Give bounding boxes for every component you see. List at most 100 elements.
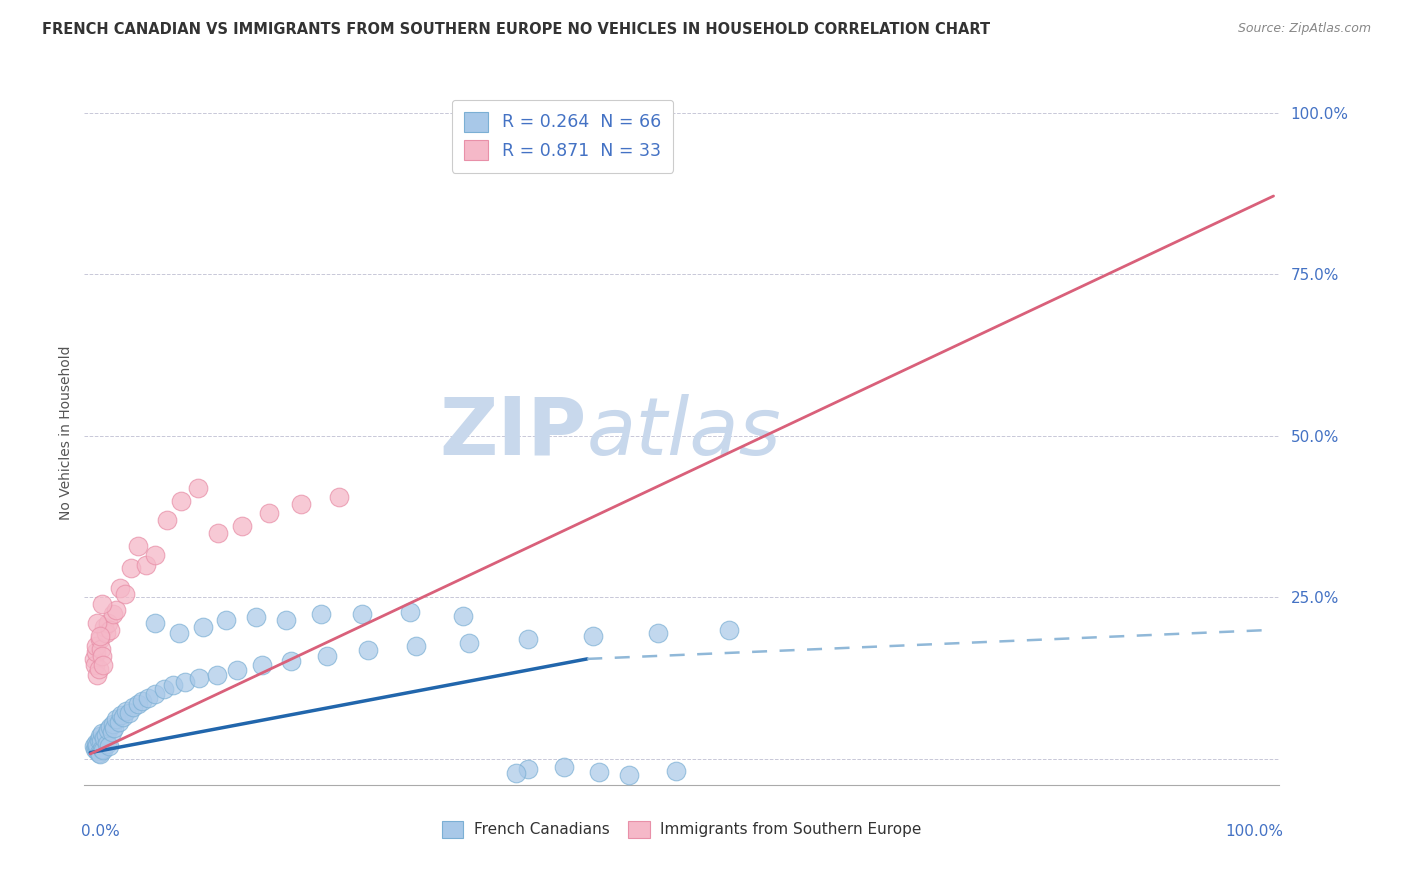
Point xyxy=(87,662,110,676)
Point xyxy=(91,597,114,611)
Point xyxy=(105,712,128,726)
Point xyxy=(107,714,129,729)
Point xyxy=(101,607,124,621)
Point xyxy=(250,658,273,673)
Point xyxy=(100,720,122,734)
Point xyxy=(617,768,640,782)
Point xyxy=(207,525,229,540)
Text: 100.0%: 100.0% xyxy=(1225,823,1284,838)
Point xyxy=(89,629,111,643)
Point xyxy=(118,706,141,720)
Point xyxy=(84,736,107,750)
Point xyxy=(89,632,111,647)
Point xyxy=(120,561,142,575)
Y-axis label: No Vehicles in Household: No Vehicles in Household xyxy=(59,345,73,520)
Point xyxy=(84,740,107,755)
Point xyxy=(647,626,669,640)
Point xyxy=(84,742,107,756)
Point xyxy=(86,668,108,682)
Point xyxy=(143,549,166,563)
Point xyxy=(187,481,209,495)
Point xyxy=(505,766,527,780)
Point xyxy=(114,704,136,718)
Text: atlas: atlas xyxy=(586,393,782,472)
Point xyxy=(91,658,114,673)
Point xyxy=(588,765,610,780)
Point xyxy=(405,639,427,653)
Point xyxy=(517,632,540,647)
Point xyxy=(718,623,741,637)
Point xyxy=(458,636,481,650)
Point xyxy=(91,726,114,740)
Point xyxy=(84,639,107,653)
Point xyxy=(226,663,249,677)
Text: 0.0%: 0.0% xyxy=(80,823,120,838)
Point xyxy=(122,700,145,714)
Point xyxy=(105,603,128,617)
Point xyxy=(156,513,179,527)
Point xyxy=(582,629,605,643)
Point xyxy=(553,760,575,774)
Point xyxy=(274,613,297,627)
Point xyxy=(114,587,136,601)
Legend: French Canadians, Immigrants from Southern Europe: French Canadians, Immigrants from Southe… xyxy=(436,814,928,844)
Point xyxy=(100,623,122,637)
Point xyxy=(280,654,302,668)
Point xyxy=(152,682,174,697)
Point xyxy=(97,723,120,737)
Point xyxy=(398,605,420,619)
Point xyxy=(90,734,112,748)
Point xyxy=(170,493,193,508)
Point xyxy=(100,725,122,739)
Point xyxy=(93,619,115,633)
Point xyxy=(108,581,131,595)
Point xyxy=(135,558,157,573)
Point xyxy=(84,645,107,659)
Point xyxy=(83,652,105,666)
Point xyxy=(328,490,350,504)
Point xyxy=(101,716,124,731)
Point xyxy=(517,762,540,776)
Point xyxy=(97,616,120,631)
Point xyxy=(257,507,280,521)
Text: FRENCH CANADIAN VS IMMIGRANTS FROM SOUTHERN EUROPE NO VEHICLES IN HOUSEHOLD CORR: FRENCH CANADIAN VS IMMIGRANTS FROM SOUTH… xyxy=(42,22,990,37)
Point xyxy=(205,668,228,682)
Point xyxy=(87,746,110,760)
Point xyxy=(94,727,117,741)
Point xyxy=(357,643,380,657)
Point xyxy=(89,747,111,761)
Point xyxy=(91,648,114,663)
Point xyxy=(167,626,190,640)
Point xyxy=(131,694,153,708)
Point xyxy=(94,626,117,640)
Point xyxy=(86,744,108,758)
Point xyxy=(83,739,105,754)
Point xyxy=(143,616,166,631)
Point xyxy=(93,731,115,746)
Point xyxy=(127,697,149,711)
Point xyxy=(316,648,339,663)
Text: Source: ZipAtlas.com: Source: ZipAtlas.com xyxy=(1237,22,1371,36)
Point xyxy=(174,674,197,689)
Point xyxy=(231,519,253,533)
Point xyxy=(215,613,238,627)
Point xyxy=(127,539,149,553)
Point xyxy=(143,688,166,702)
Point xyxy=(451,608,474,623)
Point xyxy=(103,721,125,735)
Point xyxy=(245,610,267,624)
Point xyxy=(191,619,214,633)
Text: ZIP: ZIP xyxy=(439,393,586,472)
Point xyxy=(112,710,135,724)
Point xyxy=(86,616,108,631)
Point xyxy=(91,741,114,756)
Point xyxy=(89,730,111,744)
Point xyxy=(188,671,211,685)
Point xyxy=(87,732,110,747)
Point xyxy=(309,607,332,621)
Point xyxy=(96,737,118,751)
Point xyxy=(98,739,121,754)
Point xyxy=(162,678,184,692)
Point xyxy=(90,642,112,657)
Point xyxy=(352,607,374,621)
